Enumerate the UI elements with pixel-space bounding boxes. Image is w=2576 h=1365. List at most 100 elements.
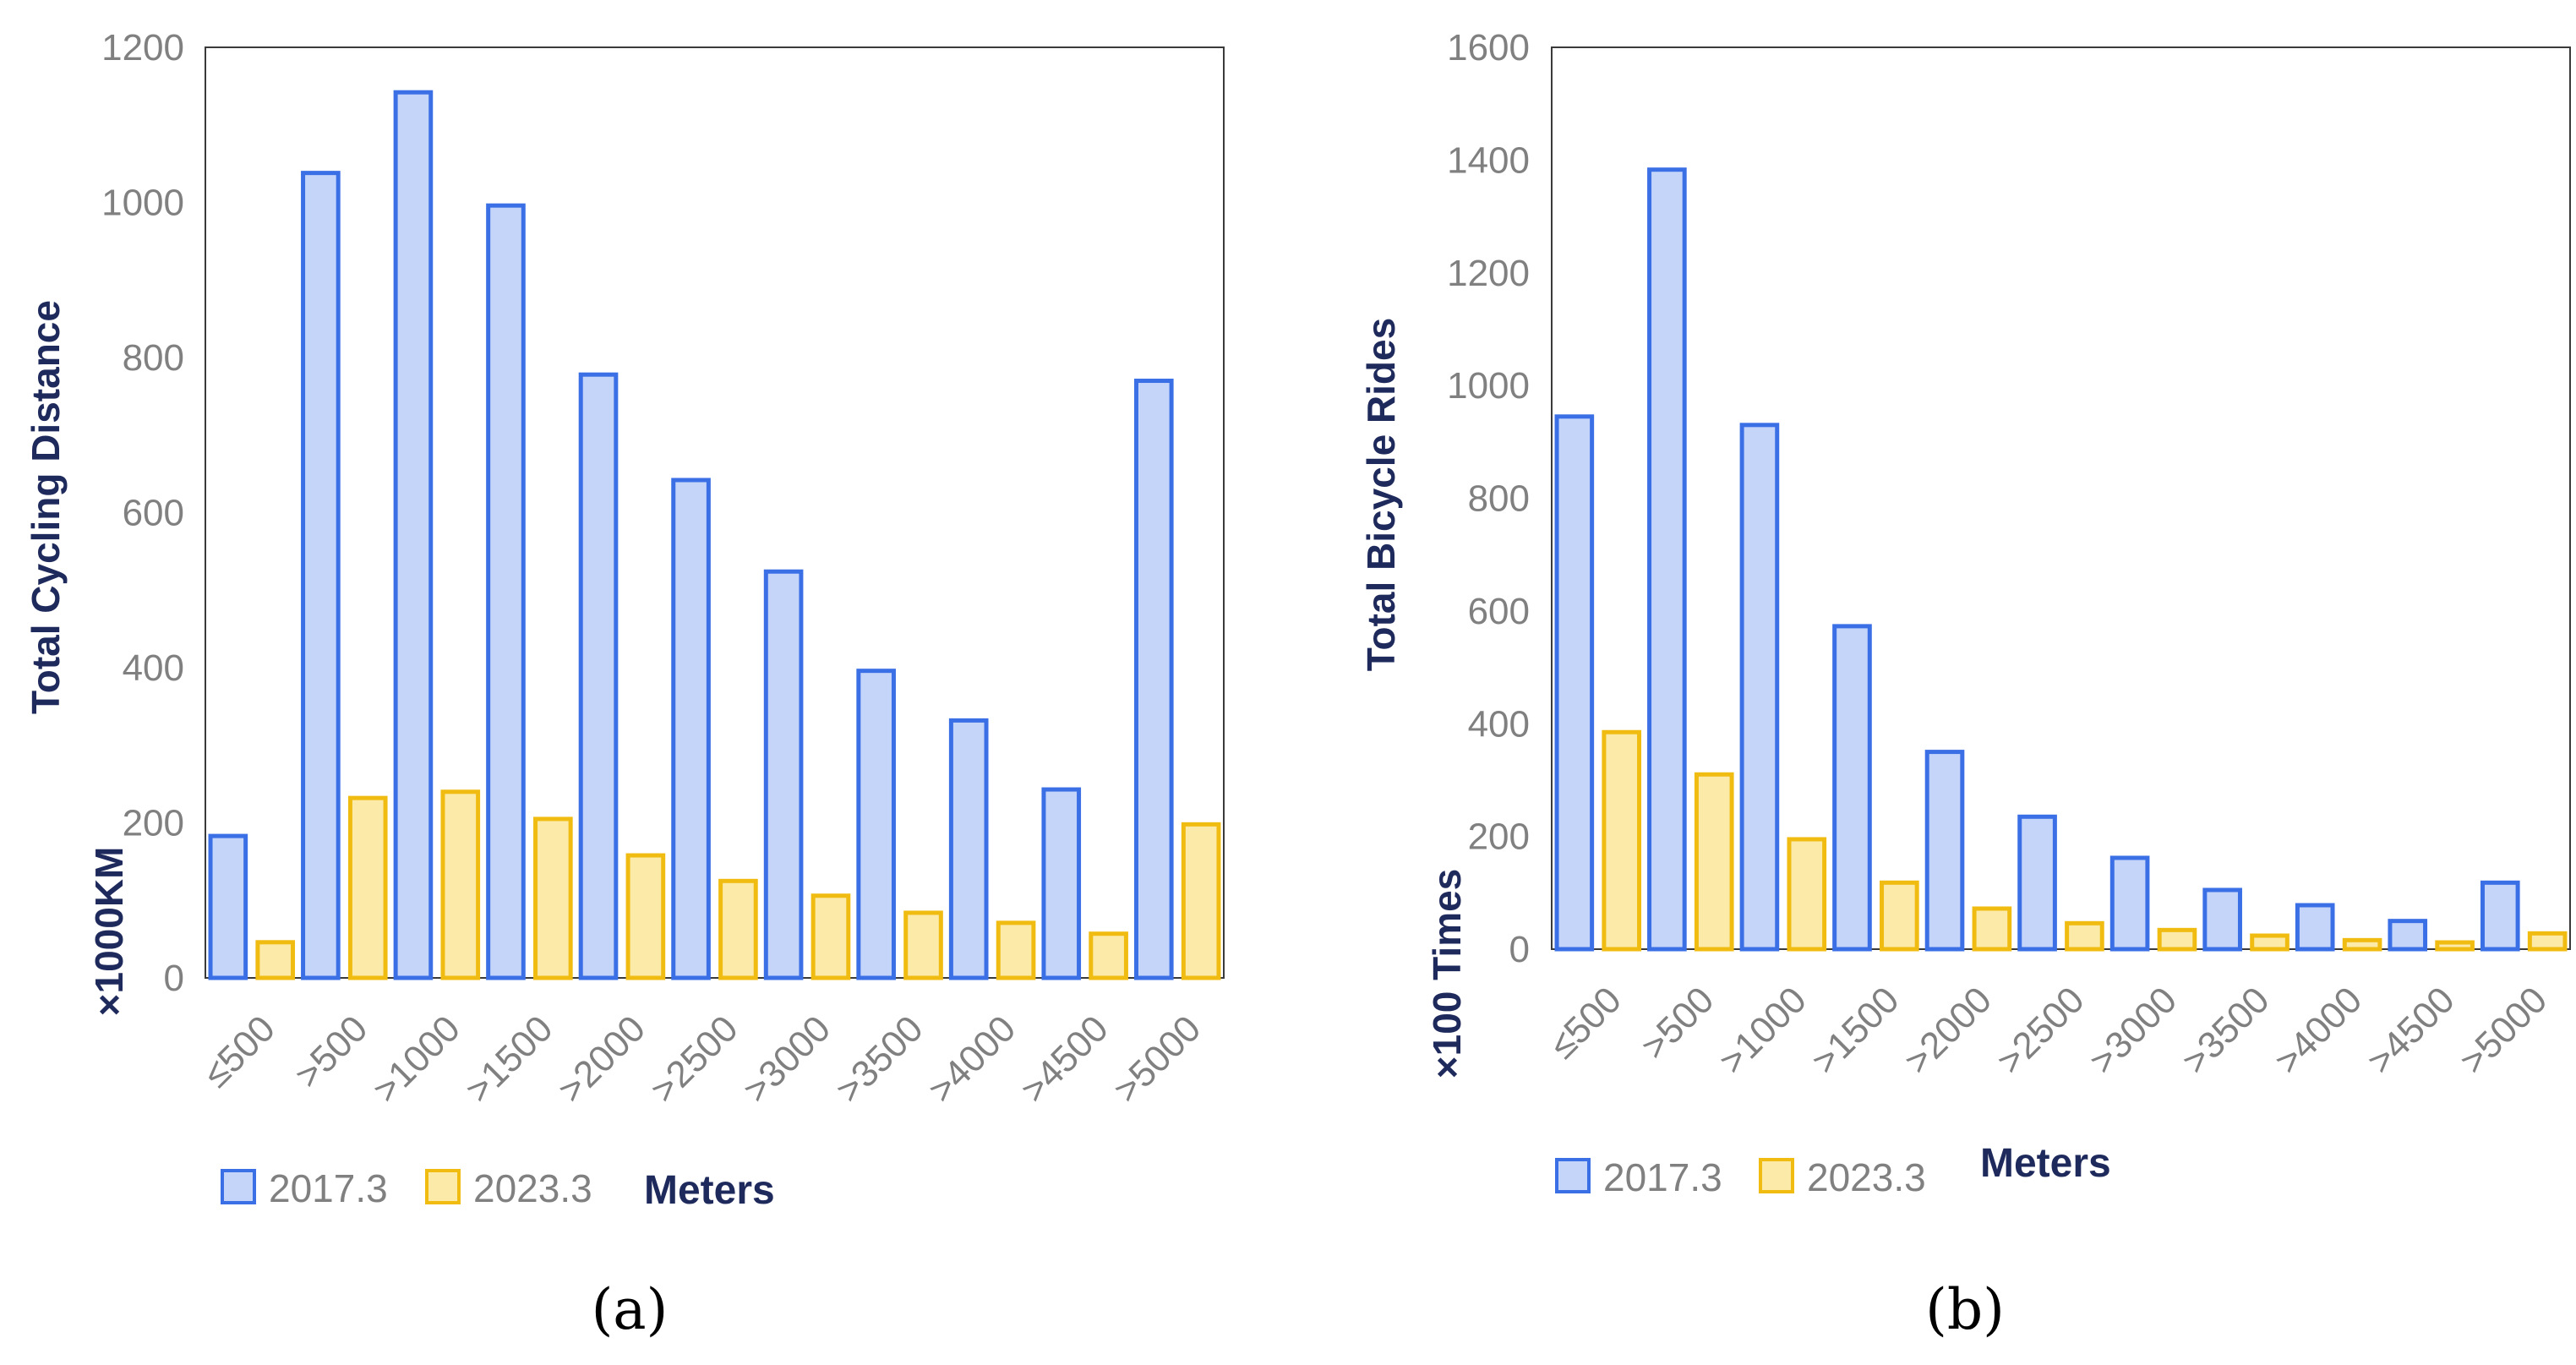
x-tick-label: >500 [1634,979,1722,1067]
bar-2023-3-2 [1787,837,1827,952]
bar-2023-3-1 [347,795,388,980]
bar-2023-3-9 [1089,931,1128,980]
y-axis-ticks: 0 200 400 600 800 1000 1200 1400 1600 [1447,27,1530,970]
bar-2017-3-5 [671,478,711,980]
x-tick-label: >4500 [2360,979,2463,1082]
x-tick-label: >4000 [2267,979,2370,1082]
bar-2017-3-9 [2388,919,2428,952]
bar-2017-3-9 [1041,787,1082,980]
legend-label-2023: 2023.3 [473,1166,592,1210]
bar-2023-3-8 [996,920,1036,980]
bar-2023-3-6 [810,893,851,980]
x-tick-label: >2000 [1897,979,2000,1082]
x-tick-label: >1000 [1711,979,1815,1082]
x-tick-label: >3000 [2082,979,2185,1082]
y-tick-label: 1200 [1447,253,1530,294]
x-tick-label: >3500 [828,1007,931,1111]
panel-label-a: (a) [592,1277,669,1342]
bar-2023-3-7 [2250,933,2289,952]
legend-label-2017: 2017.3 [269,1166,388,1210]
x-tick-label: >3500 [2175,979,2278,1082]
y-axis-title: Total Bicycle Rides [1359,318,1403,671]
plot-area-border [1551,46,2571,950]
x-tick-label: >2500 [1989,979,2093,1082]
chart-panel-a: 0 200 400 600 800 1000 1200 ≤500 >500>1000>1500… [24,27,1225,1342]
legend-label-2017: 2017.3 [1603,1155,1722,1199]
y-tick-label: 600 [123,493,184,534]
x-tick-label: >1500 [1804,979,1907,1082]
bar-2017-3-6 [2109,855,2150,952]
x-tick-label: ≤500 [195,1007,283,1095]
bar-2017-3-5 [2017,814,2057,952]
y-tick-label: 1000 [101,183,184,224]
x-axis-ticks: ≤500 >500>1000>1500>2000>2500>3000>3500>4… [195,1007,1209,1111]
bar-2023-3-5 [2065,920,2104,952]
y-tick-label: 1200 [101,27,184,68]
x-tick-label: >5000 [1105,1007,1209,1111]
bar-2023-3-2 [440,789,481,980]
bar-2023-3-3 [533,816,573,980]
plot-area-border [205,46,1225,979]
bar-2017-3-10 [2480,880,2520,952]
bar-2017-3-8 [2295,903,2335,952]
legend-label-2023: 2023.3 [1807,1155,1926,1199]
bars [208,90,1221,980]
x-tick-label: >2500 [643,1007,746,1111]
bar-2023-3-4 [625,853,666,980]
bar-2017-3-3 [1832,624,1872,952]
y-tick-label: 200 [123,803,184,844]
y-tick-label: 1000 [1447,365,1530,407]
bar-2017-3-2 [1739,423,1780,952]
y-tick-label: 200 [1468,816,1530,858]
y-tick-label: 400 [1468,703,1530,745]
bar-2017-3-10 [1133,379,1174,980]
y-axis-unit: ×1000KM [87,847,131,1017]
x-tick-label: >5000 [2452,979,2555,1082]
bar-2017-3-1 [1647,167,1687,952]
y-tick-label: 0 [1509,929,1530,970]
legend-swatch-2017 [1555,1158,1591,1193]
bar-2023-3-1 [1694,772,1734,952]
bar-2023-3-5 [718,878,758,980]
x-tick-label: >4000 [920,1007,1023,1111]
bar-2023-3-6 [2157,927,2197,952]
bar-2023-3-4 [1972,906,2012,952]
y-tick-label: 0 [164,958,184,999]
bar-2023-3-10 [1181,822,1221,980]
x-tick-label: >1000 [365,1007,468,1111]
bar-2017-3-6 [763,569,804,980]
bar-2017-3-8 [948,718,989,980]
x-tick-label: >500 [287,1007,376,1096]
y-axis-title: Total Cycling Distance [24,300,68,714]
bar-2023-3-3 [1880,880,1919,952]
bar-2023-3-10 [2527,931,2568,952]
x-axis-ticks: ≤500 >500>1000>1500>2000>2500>3000>3500>4… [1542,979,2555,1082]
bars [1554,167,2568,952]
panel-label-b: (b) [1925,1277,2005,1342]
y-tick-label: 800 [1468,478,1530,520]
y-tick-label: 400 [123,647,184,689]
legend-swatch-2023 [425,1169,461,1204]
y-tick-label: 1400 [1447,139,1530,181]
legend-swatch-2017 [221,1169,256,1204]
bar-2023-3-0 [255,940,296,980]
x-tick-label: ≤500 [1542,979,1629,1067]
bar-2023-3-7 [903,910,943,980]
x-tick-label: >1500 [457,1007,560,1111]
bar-2017-3-2 [393,90,434,980]
bar-2017-3-4 [1924,750,1965,952]
x-axis-title: Meters [1980,1141,2111,1186]
bar-2023-3-9 [2435,940,2475,952]
x-axis-title: Meters [644,1168,775,1213]
y-axis-unit: ×100 Times [1425,869,1469,1079]
bar-2017-3-1 [301,171,341,980]
bar-2023-3-0 [1602,729,1642,952]
bar-2017-3-0 [208,833,248,980]
x-tick-label: >3000 [735,1007,838,1111]
y-tick-label: 1600 [1447,27,1530,68]
x-tick-label: >4500 [1013,1007,1116,1111]
y-tick-label: 800 [123,337,184,379]
bar-2017-3-4 [578,372,619,980]
